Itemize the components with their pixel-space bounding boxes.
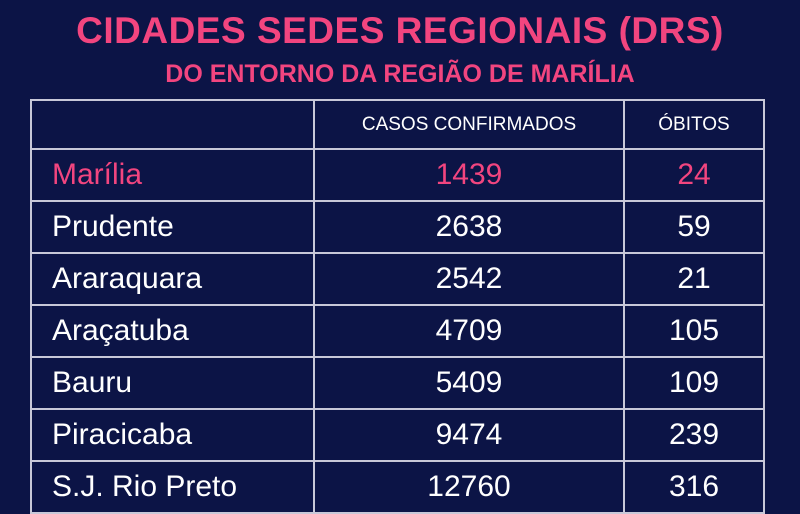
city-cell: Araçatuba [30,304,315,358]
table-row: Marília 1439 24 [30,148,765,202]
table-row: Piracicaba 9474 239 [30,408,765,462]
table-row: Araçatuba 4709 105 [30,304,765,358]
city-cell: S.J. Rio Preto [30,460,315,514]
city-cell: Prudente [30,200,315,254]
deaths-cell: 109 [623,356,765,410]
table-header-row: CASOS CONFIRMADOS ÓBITOS [30,99,765,150]
cases-cell: 4709 [313,304,625,358]
deaths-cell: 316 [623,460,765,514]
cases-cell: 5409 [313,356,625,410]
page-subtitle: DO ENTORNO DA REGIÃO DE MARÍLIA [165,60,635,88]
data-table: CASOS CONFIRMADOS ÓBITOS Marília 1439 24… [30,99,765,514]
city-cell: Piracicaba [30,408,315,462]
header-cases: CASOS CONFIRMADOS [313,99,625,150]
deaths-cell: 239 [623,408,765,462]
table-row: Bauru 5409 109 [30,356,765,410]
table-row: S.J. Rio Preto 12760 316 [30,460,765,514]
city-cell: Araraquara [30,252,315,306]
cases-cell: 12760 [313,460,625,514]
city-cell: Bauru [30,356,315,410]
page-title: CIDADES SEDES REGIONAIS (DRS) [76,10,724,51]
cases-cell: 2542 [313,252,625,306]
cases-cell: 1439 [313,148,625,202]
cases-cell: 2638 [313,200,625,254]
city-cell: Marília [30,148,315,202]
deaths-cell: 105 [623,304,765,358]
table-row: Araraquara 2542 21 [30,252,765,306]
deaths-cell: 59 [623,200,765,254]
deaths-cell: 21 [623,252,765,306]
header-deaths: ÓBITOS [623,99,765,150]
header-city [30,99,315,150]
table-row: Prudente 2638 59 [30,200,765,254]
deaths-cell: 24 [623,148,765,202]
cases-cell: 9474 [313,408,625,462]
